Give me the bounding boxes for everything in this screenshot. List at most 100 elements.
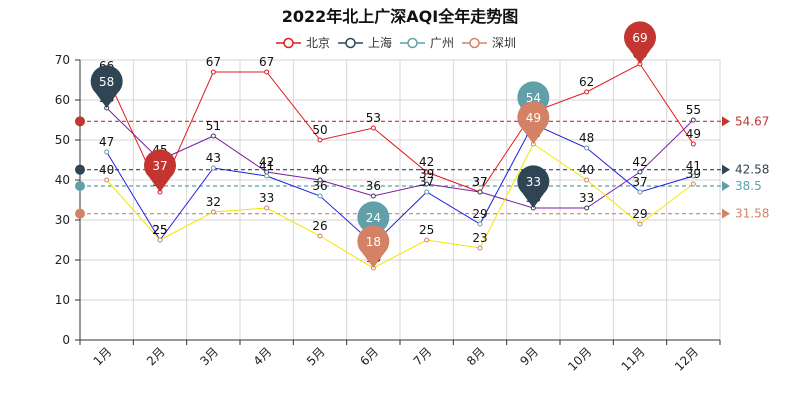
y-tick-label: 70 bbox=[55, 53, 70, 67]
data-point bbox=[210, 165, 216, 171]
data-point bbox=[370, 125, 376, 131]
average-lines: 54.67 42.58 38.5 31.58 bbox=[75, 114, 769, 221]
data-point bbox=[477, 221, 483, 227]
data-point bbox=[690, 141, 696, 147]
legend-label: 北京 bbox=[306, 36, 330, 50]
pin-label: 54 bbox=[526, 91, 541, 105]
average-value-label: 42.58 bbox=[735, 163, 769, 177]
average-start-dot bbox=[75, 116, 85, 127]
series-line-深圳 bbox=[106, 143, 694, 269]
legend-item-深圳: 深圳 bbox=[462, 36, 516, 50]
pin-label: 58 bbox=[99, 75, 114, 89]
legend-swatch-dot bbox=[469, 37, 480, 49]
data-point bbox=[637, 169, 643, 175]
pin-marker: 33 bbox=[517, 165, 550, 208]
average-arrow bbox=[722, 208, 730, 219]
data-point bbox=[317, 233, 323, 239]
y-tick-label: 30 bbox=[55, 213, 70, 227]
grid bbox=[79, 59, 721, 340]
data-point bbox=[317, 137, 323, 143]
data-label: 36 bbox=[312, 179, 327, 193]
data-label: 50 bbox=[312, 123, 327, 137]
y-tick-label: 60 bbox=[55, 93, 70, 107]
pin-label: 49 bbox=[526, 111, 541, 125]
data-label: 53 bbox=[366, 111, 381, 125]
data-point bbox=[584, 177, 590, 183]
data-label: 49 bbox=[686, 127, 701, 141]
y-tick-label: 20 bbox=[55, 253, 70, 267]
data-label: 40 bbox=[99, 163, 114, 177]
data-label: 42 bbox=[419, 155, 434, 169]
data-point bbox=[210, 133, 216, 139]
pin-label: 33 bbox=[526, 175, 541, 189]
y-tick-label: 50 bbox=[55, 133, 70, 147]
pin-shape bbox=[624, 21, 656, 64]
data-label: 37 bbox=[419, 175, 434, 189]
data-label: 43 bbox=[206, 151, 221, 165]
pin-shape bbox=[517, 165, 550, 208]
data-point bbox=[424, 189, 430, 195]
legend-swatch-dot bbox=[345, 37, 356, 49]
data-label: 51 bbox=[206, 119, 221, 133]
data-label: 33 bbox=[259, 191, 274, 205]
data-label: 55 bbox=[686, 103, 701, 117]
average-start-dot bbox=[75, 164, 85, 175]
data-label: 39 bbox=[419, 167, 434, 181]
data-label: 37 bbox=[472, 175, 487, 189]
data-label: 37 bbox=[472, 175, 487, 189]
data-point bbox=[690, 173, 696, 179]
data-label: 25 bbox=[152, 223, 167, 237]
x-tick-label: 5月 bbox=[304, 345, 328, 369]
legend-label: 上海 bbox=[368, 35, 392, 50]
x-tick-label: 12月 bbox=[672, 345, 701, 374]
data-label: 67 bbox=[206, 55, 221, 69]
pin-marker: 37 bbox=[144, 149, 176, 192]
x-tick-label: 10月 bbox=[565, 345, 594, 374]
data-label: 47 bbox=[99, 135, 114, 149]
average-value-label: 54.67 bbox=[735, 114, 769, 128]
legend: 北京 上海 广州 深圳 bbox=[276, 35, 516, 50]
y-tick-label: 0 bbox=[62, 333, 70, 347]
data-label: 25 bbox=[152, 223, 167, 237]
data-point bbox=[424, 169, 430, 175]
pin-marker: 49 bbox=[517, 101, 550, 144]
x-tick-label: 9月 bbox=[517, 345, 541, 369]
series-lines bbox=[104, 61, 696, 271]
data-label: 25 bbox=[419, 223, 434, 237]
data-label: 37 bbox=[632, 175, 647, 189]
data-point bbox=[210, 209, 216, 215]
data-point bbox=[210, 69, 216, 75]
data-point bbox=[157, 237, 163, 243]
data-label: 41 bbox=[686, 159, 701, 173]
data-label: 67 bbox=[259, 55, 274, 69]
legend-item-北京: 北京 bbox=[276, 36, 330, 50]
data-point bbox=[477, 245, 483, 251]
pin-label: 24 bbox=[366, 211, 381, 225]
pin-shape bbox=[144, 149, 176, 192]
pin-marker: 18 bbox=[357, 225, 390, 268]
data-point bbox=[690, 181, 696, 187]
data-label: 39 bbox=[686, 167, 701, 181]
average-arrow bbox=[722, 116, 730, 127]
data-point bbox=[264, 205, 270, 211]
data-point bbox=[264, 69, 270, 75]
data-point bbox=[584, 89, 590, 95]
legend-label: 深圳 bbox=[492, 36, 516, 50]
data-label: 40 bbox=[579, 163, 594, 177]
average-arrow bbox=[722, 181, 730, 191]
data-label: 42 bbox=[632, 155, 647, 169]
data-label: 41 bbox=[259, 159, 274, 173]
legend-item-上海: 上海 bbox=[338, 35, 392, 50]
pin-shape bbox=[517, 101, 550, 144]
data-point bbox=[264, 173, 270, 179]
pin-shape bbox=[90, 65, 123, 108]
pin-marker: 58 bbox=[90, 65, 123, 108]
data-point bbox=[370, 193, 376, 199]
data-point bbox=[637, 221, 643, 227]
pin-label: 69 bbox=[632, 31, 647, 45]
x-tick-label: 7月 bbox=[411, 345, 435, 369]
pin-marker: 69 bbox=[624, 21, 656, 64]
y-tick-label: 40 bbox=[55, 173, 70, 187]
average-arrow bbox=[722, 164, 730, 175]
data-point bbox=[104, 149, 110, 155]
